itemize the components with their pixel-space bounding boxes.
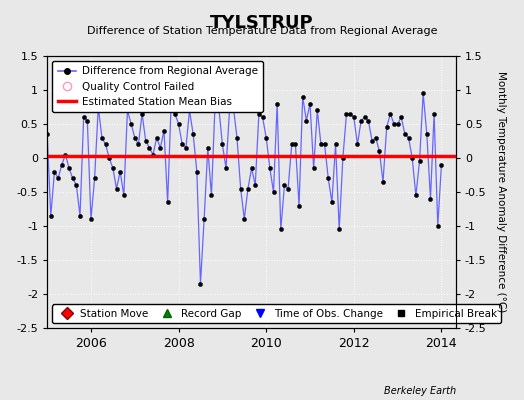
Text: Difference of Station Temperature Data from Regional Average: Difference of Station Temperature Data f…: [87, 26, 437, 36]
Y-axis label: Monthly Temperature Anomaly Difference (°C): Monthly Temperature Anomaly Difference (…: [496, 71, 506, 313]
Legend: Station Move, Record Gap, Time of Obs. Change, Empirical Break: Station Move, Record Gap, Time of Obs. C…: [52, 304, 501, 323]
Text: Berkeley Earth: Berkeley Earth: [384, 386, 456, 396]
Text: TYLSTRUP: TYLSTRUP: [210, 14, 314, 32]
